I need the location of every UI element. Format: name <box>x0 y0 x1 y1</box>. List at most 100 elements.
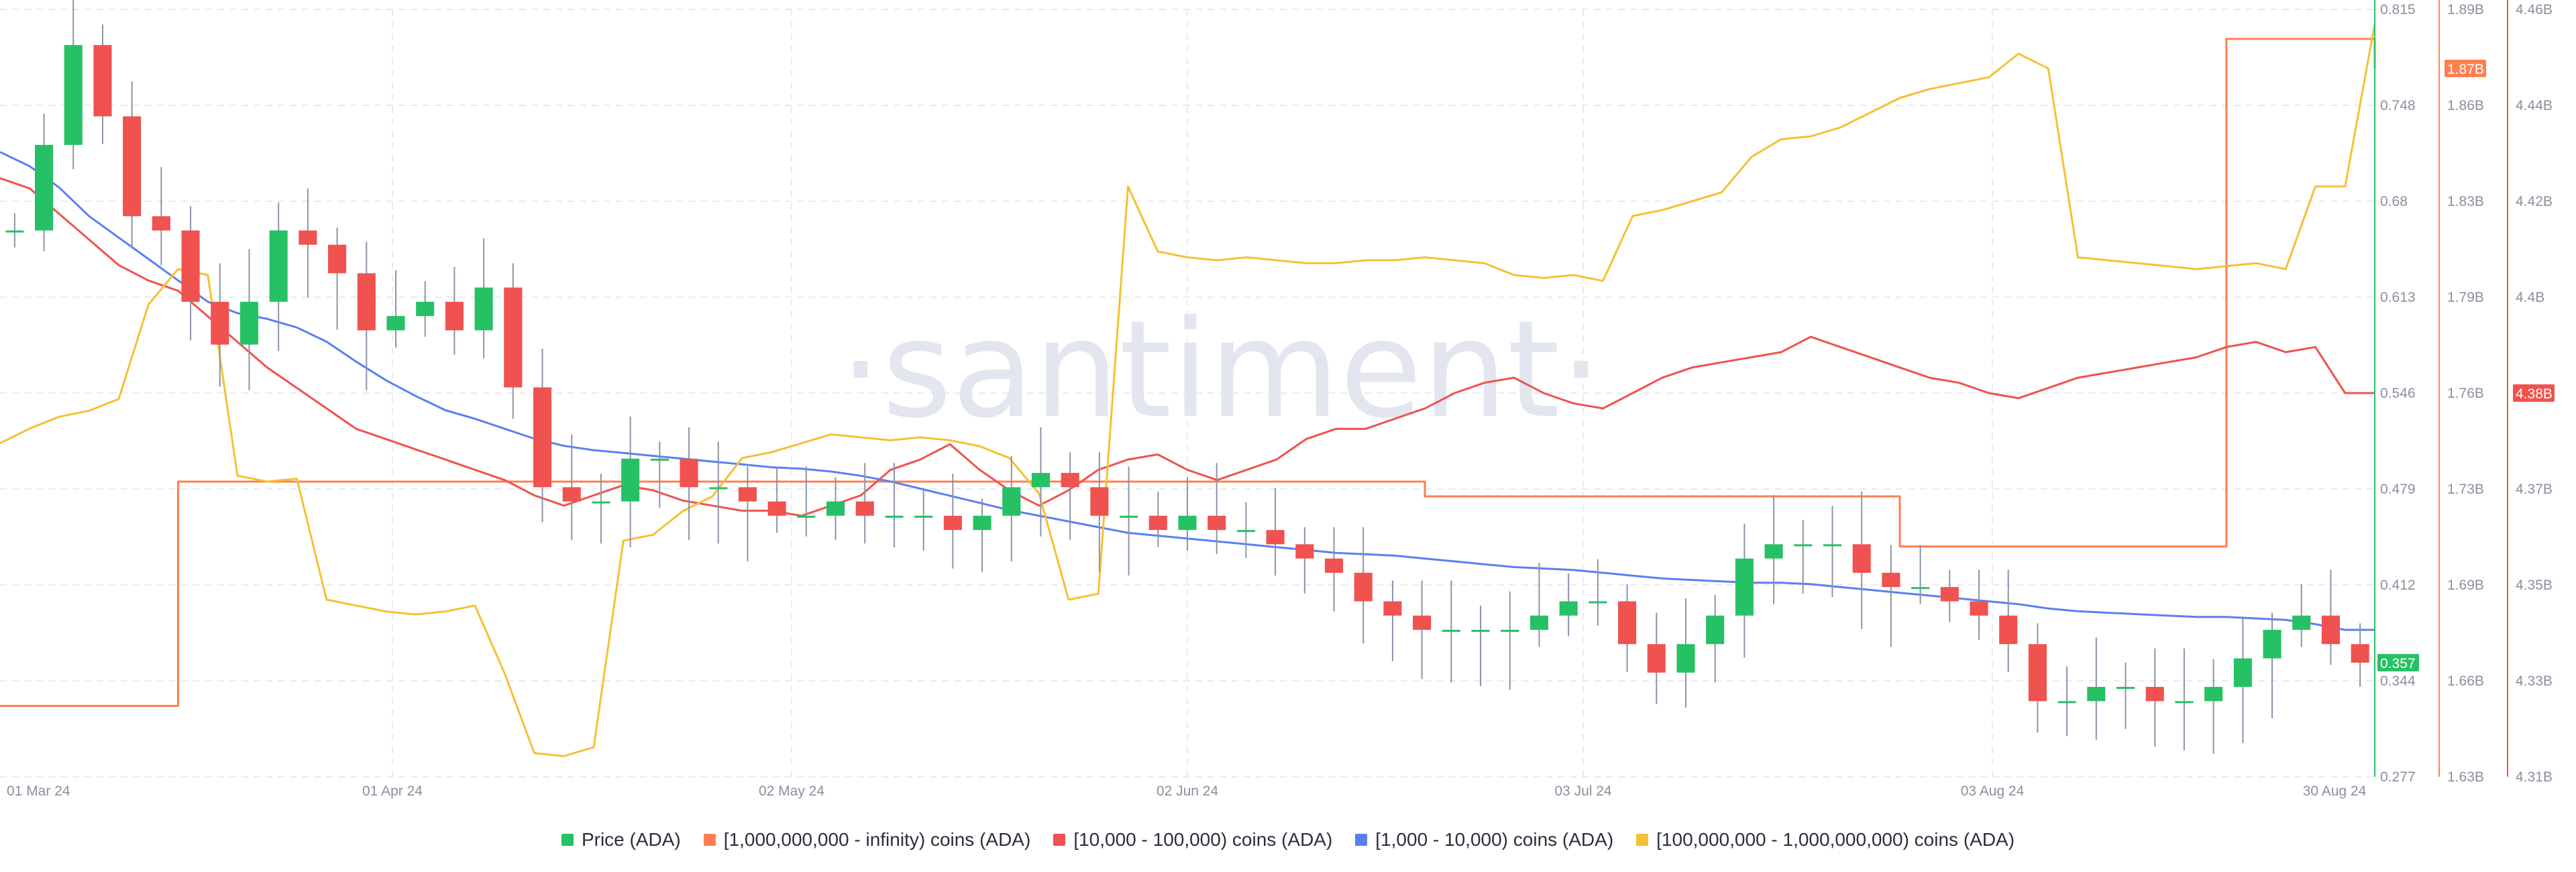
candle-body <box>474 287 493 331</box>
candle-body <box>2145 687 2164 702</box>
y-tick-label-whale_billion: 1.73B <box>2447 482 2484 497</box>
candle-body <box>181 230 200 302</box>
series-line-4 <box>0 23 2376 757</box>
candle-body <box>914 515 933 518</box>
candle-body <box>1501 629 1519 632</box>
legend-swatch <box>1355 834 1368 846</box>
candle-body <box>1002 487 1021 516</box>
series-line-1 <box>0 38 2376 707</box>
candle-body <box>1852 544 1871 573</box>
candle-body <box>2057 701 2076 704</box>
candle-body <box>2263 629 2282 659</box>
y-tick-label-mid_billion: 4.37B <box>2516 482 2553 497</box>
y-tick-label-whale_billion: 1.83B <box>2447 194 2484 209</box>
candle-body <box>562 487 581 502</box>
candle-body <box>1061 473 1079 488</box>
x-tick-label: 01 Apr 24 <box>362 783 423 799</box>
candle-body <box>826 501 845 516</box>
y-tick-label-whale_billion: 1.69B <box>2447 578 2484 593</box>
y-tick-label-whale_billion: 1.89B <box>2447 2 2484 17</box>
candle-body <box>1413 615 1432 630</box>
value-badge-price <box>2377 653 2419 671</box>
candle-body <box>533 387 552 488</box>
x-tick-label: 02 Jun 24 <box>1157 783 1219 799</box>
candle-body <box>93 45 112 117</box>
candle-body <box>1676 644 1695 673</box>
candle-body <box>1559 601 1578 616</box>
legend: Price (ADA) [1,000,000,000 - infinity) co… <box>0 821 2576 859</box>
value-badge-whale_billion <box>2445 60 2486 77</box>
candle-body <box>2292 615 2311 630</box>
candle-body <box>123 116 142 217</box>
value-badge-text-mid_billion: 4.38B <box>2516 386 2553 402</box>
candle-body <box>2204 687 2223 702</box>
legend-label: [1,000,000,000 - infinity) coins (ADA) <box>723 829 1031 850</box>
candle-body <box>738 487 757 502</box>
candle-body <box>943 515 962 531</box>
legend-item-0[interactable]: Price (ADA) <box>561 829 681 851</box>
y-tick-label-mid_billion: 4.4B <box>2516 290 2544 305</box>
y-tick-label-mid_billion: 4.46B <box>2516 2 2553 17</box>
candle-body <box>973 515 991 531</box>
candle-body <box>1589 601 1607 604</box>
y-tick-label-price: 0.68 <box>2380 194 2408 209</box>
candle-body <box>2351 644 2369 663</box>
legend-swatch <box>1636 834 1649 846</box>
y-tick-label-mid_billion: 4.35B <box>2516 578 2553 593</box>
candle-body <box>1236 530 1255 533</box>
y-tick-label-whale_billion: 1.63B <box>2447 769 2484 785</box>
candle-body <box>1178 515 1197 531</box>
candle-body <box>1764 544 1783 559</box>
legend-item-4[interactable]: [100,000,000 - 1,000,000,000) coins (ADA… <box>1636 829 2015 851</box>
legend-swatch <box>561 834 574 846</box>
legend-label: [100,000,000 - 1,000,000,000) coins (ADA… <box>1656 829 2015 850</box>
candle-body <box>2028 644 2047 702</box>
legend-label: [10,000 - 100,000) coins (ADA) <box>1073 829 1333 850</box>
candle-body <box>386 316 405 331</box>
candle-body <box>1148 515 1167 531</box>
x-tick-label: 01 Mar 24 <box>7 783 70 799</box>
candle-body <box>1529 615 1548 630</box>
candle-body <box>1120 515 1138 518</box>
candle-body <box>64 45 83 146</box>
legend-item-2[interactable]: [10,000 - 100,000) coins (ADA) <box>1053 829 1332 851</box>
candle-body <box>797 515 816 518</box>
candle-layer <box>5 0 2369 754</box>
y-tick-label-price: 0.815 <box>2380 2 2416 17</box>
legend-swatch <box>1053 834 1066 846</box>
candle-body <box>592 501 610 504</box>
legend-item-3[interactable]: [1,000 - 10,000) coins (ADA) <box>1355 829 1613 851</box>
y-tick-label-price: 0.748 <box>2380 98 2416 113</box>
candle-body <box>152 216 170 231</box>
candle-body <box>621 458 640 502</box>
candle-body <box>2116 687 2135 690</box>
candle-body <box>1442 629 1460 632</box>
candle-body <box>885 515 904 518</box>
y-tick-label-price: 0.344 <box>2380 673 2416 689</box>
y-tick-label-mid_billion: 4.33B <box>2516 673 2553 689</box>
candle-body <box>299 230 317 245</box>
candle-body <box>211 301 229 345</box>
candle-body <box>328 244 347 274</box>
value-badge-text-price: 0.357 <box>2380 656 2416 671</box>
candle-body <box>2321 615 2340 645</box>
y-tick-label-whale_billion: 1.76B <box>2447 386 2484 401</box>
chart: ·santiment· 01 Mar 24 01 Apr 24 02 May 24 0… <box>0 0 2555 799</box>
y-tick-label-price: 0.613 <box>2380 290 2416 305</box>
x-tick-label: 02 May 24 <box>759 783 824 799</box>
x-tick-label: 03 Jul 24 <box>1554 783 1612 799</box>
candle-body <box>1794 544 1813 547</box>
legend-item-1[interactable]: [1,000,000,000 - infinity) coins (ADA) <box>703 829 1031 851</box>
candle-body <box>650 458 669 461</box>
candle-body <box>1471 629 1490 632</box>
candle-body <box>2175 701 2194 704</box>
candle-body <box>269 230 288 302</box>
x-tick-label: 30 Aug 24 <box>2303 783 2367 799</box>
value-badge-text-whale_billion: 1.87B <box>2447 62 2484 77</box>
candle-body <box>1618 601 1637 645</box>
candle-body <box>1823 544 1842 547</box>
axis-layer: 01 Mar 24 01 Apr 24 02 May 24 02 Jun 24 03 J… <box>7 0 2555 799</box>
candle-body <box>1090 487 1109 516</box>
y-tick-label-mid_billion: 4.42B <box>2516 194 2553 209</box>
candle-body <box>1647 644 1666 673</box>
